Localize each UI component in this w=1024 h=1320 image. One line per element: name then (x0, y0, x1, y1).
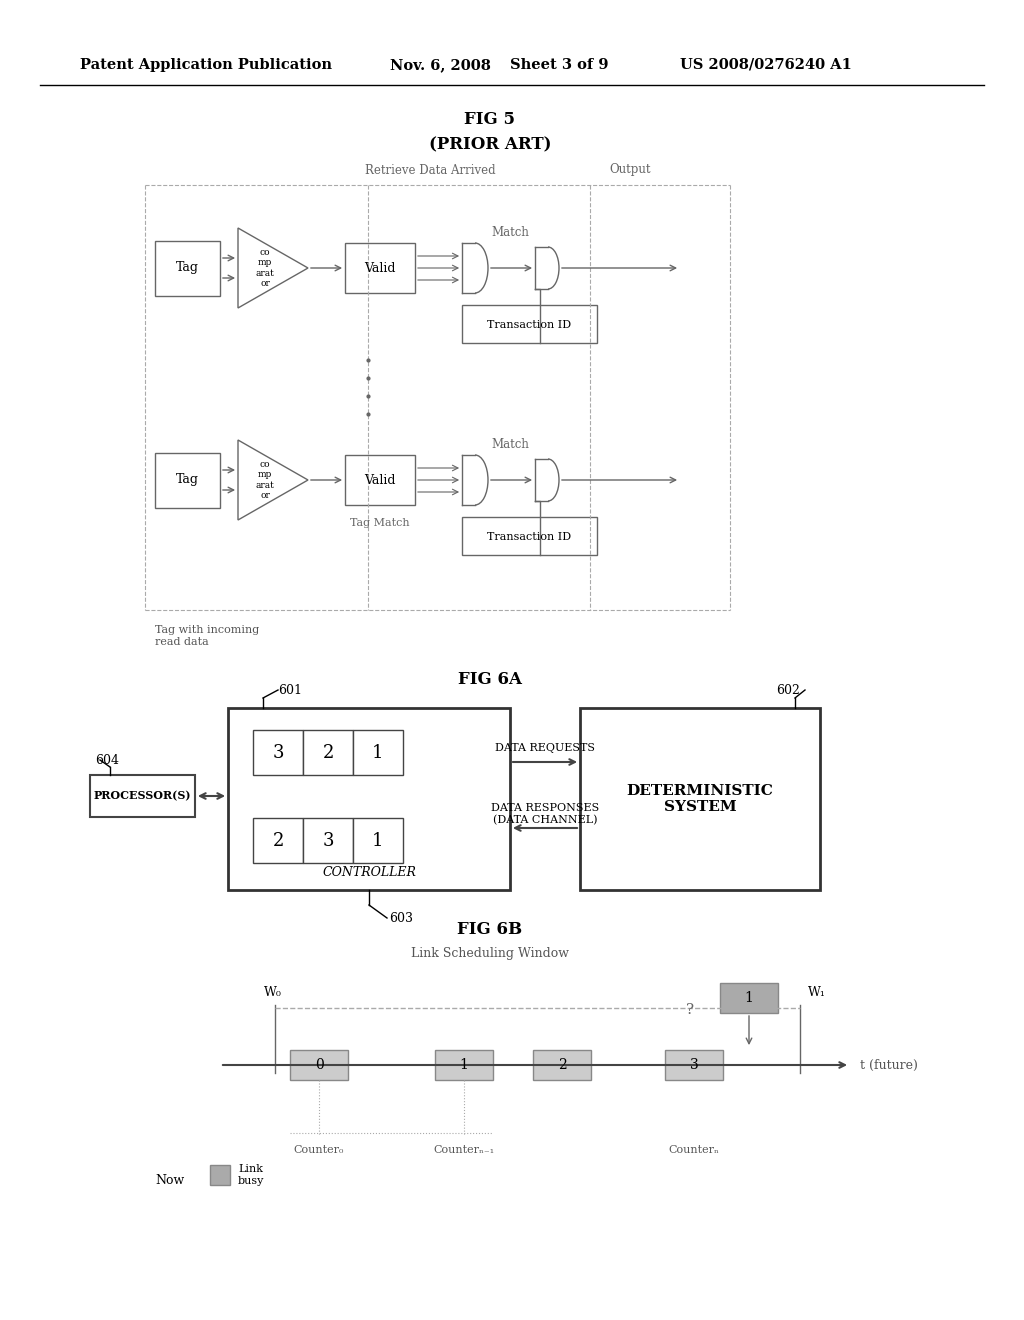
FancyBboxPatch shape (534, 1049, 591, 1080)
FancyBboxPatch shape (228, 708, 510, 890)
Text: US 2008/0276240 A1: US 2008/0276240 A1 (680, 58, 852, 73)
Text: Retrieve Data Arrived: Retrieve Data Arrived (365, 164, 496, 177)
FancyBboxPatch shape (155, 242, 220, 296)
Text: W₀: W₀ (264, 986, 282, 998)
Text: DATA RESPONSES
(DATA CHANNEL): DATA RESPONSES (DATA CHANNEL) (490, 803, 599, 825)
Text: Transaction ID: Transaction ID (487, 532, 571, 543)
FancyBboxPatch shape (90, 775, 195, 817)
Text: 1: 1 (373, 743, 384, 762)
FancyBboxPatch shape (435, 1049, 493, 1080)
Text: Transaction ID: Transaction ID (487, 319, 571, 330)
FancyBboxPatch shape (345, 455, 415, 506)
FancyBboxPatch shape (303, 818, 353, 863)
Text: 2: 2 (558, 1059, 566, 1072)
FancyBboxPatch shape (253, 730, 303, 775)
Text: DETERMINISTIC
SYSTEM: DETERMINISTIC SYSTEM (627, 784, 773, 814)
Text: 0: 0 (314, 1059, 324, 1072)
Text: Nov. 6, 2008: Nov. 6, 2008 (390, 58, 490, 73)
FancyBboxPatch shape (290, 1049, 348, 1080)
Text: FIG 5: FIG 5 (465, 111, 515, 128)
FancyBboxPatch shape (665, 1049, 723, 1080)
Text: CONTROLLER: CONTROLLER (323, 866, 416, 879)
Text: Valid: Valid (365, 474, 395, 487)
Text: Now: Now (155, 1173, 184, 1187)
Text: 1: 1 (744, 991, 754, 1005)
Text: 3: 3 (689, 1059, 698, 1072)
FancyBboxPatch shape (462, 305, 597, 343)
Text: Patent Application Publication: Patent Application Publication (80, 58, 332, 73)
Text: 3: 3 (323, 832, 334, 850)
Text: Tag Match: Tag Match (350, 517, 410, 528)
Text: Counterₙ: Counterₙ (669, 1144, 720, 1155)
Text: Link Scheduling Window: Link Scheduling Window (411, 948, 569, 961)
Text: Output: Output (609, 164, 650, 177)
Text: 601: 601 (278, 684, 302, 697)
FancyBboxPatch shape (353, 818, 403, 863)
FancyBboxPatch shape (720, 983, 778, 1012)
Text: 3: 3 (272, 743, 284, 762)
Text: (PRIOR ART): (PRIOR ART) (429, 136, 551, 153)
Text: Valid: Valid (365, 261, 395, 275)
Text: Match: Match (492, 227, 529, 239)
Text: PROCESSOR(S): PROCESSOR(S) (94, 791, 191, 801)
Text: Tag: Tag (175, 474, 199, 487)
Text: FIG 6B: FIG 6B (458, 921, 522, 939)
Text: 602: 602 (776, 684, 800, 697)
Text: Tag with incoming
read data: Tag with incoming read data (155, 624, 259, 647)
Text: DATA REQUESTS: DATA REQUESTS (495, 743, 595, 752)
Text: Sheet 3 of 9: Sheet 3 of 9 (510, 58, 608, 73)
Text: 2: 2 (272, 832, 284, 850)
FancyBboxPatch shape (303, 730, 353, 775)
Text: ?: ? (686, 1003, 694, 1016)
Text: 603: 603 (389, 912, 413, 924)
Text: Match: Match (492, 438, 529, 451)
Text: co
mp
arat
or: co mp arat or (256, 459, 274, 500)
FancyBboxPatch shape (345, 243, 415, 293)
Text: Counter₀: Counter₀ (294, 1144, 344, 1155)
Text: W₁: W₁ (808, 986, 826, 998)
Text: Tag: Tag (175, 261, 199, 275)
Text: 1: 1 (373, 832, 384, 850)
FancyBboxPatch shape (210, 1166, 230, 1185)
Text: co
mp
arat
or: co mp arat or (256, 248, 274, 288)
FancyBboxPatch shape (155, 453, 220, 508)
Text: Link
busy: Link busy (238, 1164, 264, 1185)
FancyBboxPatch shape (253, 818, 303, 863)
Text: 2: 2 (323, 743, 334, 762)
FancyBboxPatch shape (580, 708, 820, 890)
Text: Counterₙ₋₁: Counterₙ₋₁ (433, 1144, 495, 1155)
Text: FIG 6A: FIG 6A (458, 672, 522, 689)
FancyBboxPatch shape (462, 517, 597, 554)
Text: 1: 1 (460, 1059, 468, 1072)
Text: 604: 604 (95, 754, 119, 767)
Text: t (future): t (future) (860, 1059, 918, 1072)
FancyBboxPatch shape (353, 730, 403, 775)
